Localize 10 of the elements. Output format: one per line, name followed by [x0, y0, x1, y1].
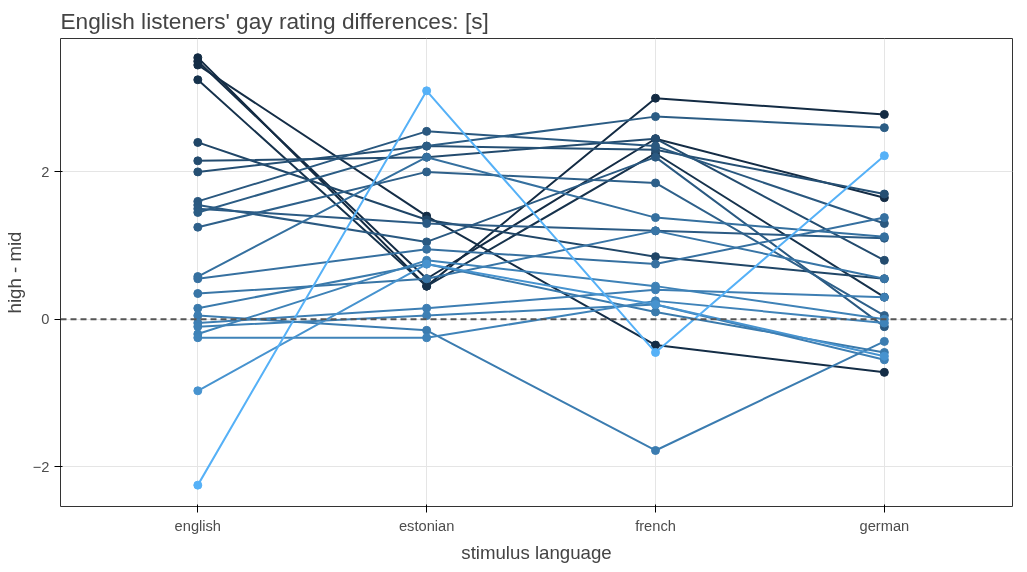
x-tick-label: german [859, 517, 910, 534]
x-axis-title: stimulus language [461, 541, 612, 563]
y-axis-title: high - mid [3, 231, 25, 314]
y-tick-label: 0 [41, 311, 50, 328]
y-tick-label: 2 [41, 163, 50, 180]
x-tick-label: english [174, 517, 222, 534]
x-tick-label: french [635, 517, 676, 534]
chart-title: English listeners' gay rating differences: [s] [60, 7, 489, 34]
y-tick-label: −2 [32, 458, 50, 475]
x-tick-label: estonian [398, 517, 455, 534]
